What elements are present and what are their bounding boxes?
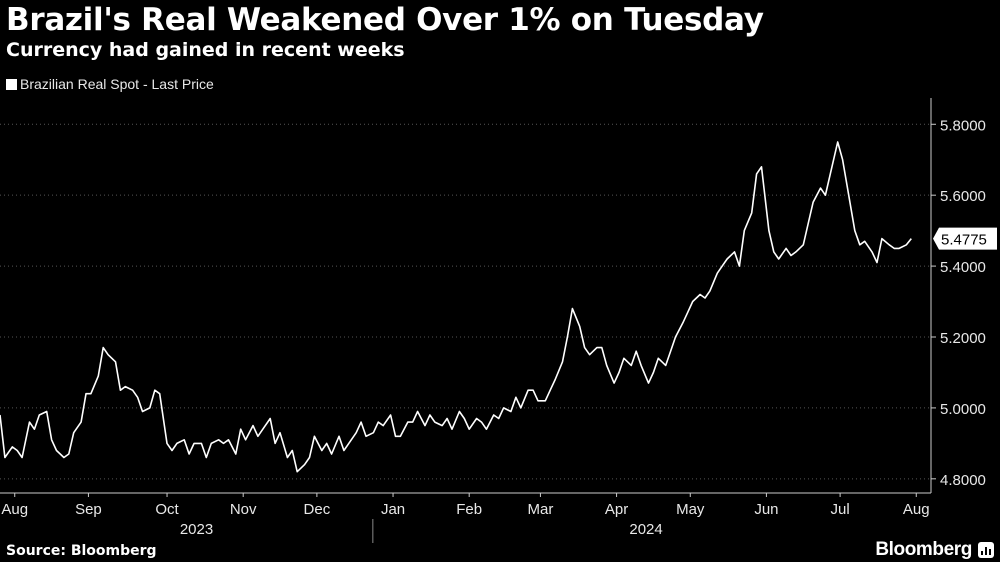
x-tick-label: Jun bbox=[754, 501, 778, 518]
y-tick-label: 5.8000 bbox=[940, 117, 986, 134]
year-label: 2023 bbox=[180, 521, 213, 538]
bloomberg-bar-chart-icon bbox=[978, 542, 994, 558]
last-value-marker: 5.4775 bbox=[933, 227, 997, 250]
legend-label: Brazilian Real Spot - Last Price bbox=[20, 76, 214, 92]
y-tick-label: 4.8000 bbox=[940, 472, 986, 489]
x-tick-label: Sep bbox=[75, 501, 102, 518]
x-tick-label: Feb bbox=[456, 501, 482, 518]
y-tick-label: 5.0000 bbox=[940, 401, 986, 418]
x-tick-label: Aug bbox=[903, 501, 930, 518]
x-tick-label: Aug bbox=[1, 501, 28, 518]
y-tick-label: 5.6000 bbox=[940, 188, 986, 205]
legend-swatch bbox=[6, 78, 17, 90]
x-tick-label: Nov bbox=[230, 501, 257, 518]
x-tick-label: Jan bbox=[381, 501, 405, 518]
x-tick-label: Apr bbox=[605, 501, 628, 518]
series-line bbox=[0, 141, 912, 473]
y-tick-label: 5.4000 bbox=[940, 259, 986, 276]
year-label: 2024 bbox=[629, 521, 662, 538]
last-value-label: 5.4775 bbox=[941, 232, 987, 249]
last-value-badge bbox=[933, 227, 997, 250]
y-tick-label: 5.2000 bbox=[940, 330, 986, 347]
chart-title: Brazil's Real Weakened Over 1% on Tuesda… bbox=[6, 2, 764, 38]
chart-subtitle: Currency had gained in recent weeks bbox=[6, 39, 405, 61]
legend: Brazilian Real Spot - Last Price bbox=[6, 76, 214, 92]
source-note: Source: Bloomberg bbox=[6, 543, 157, 559]
x-tick-label: May bbox=[676, 501, 705, 518]
x-tick-label: Mar bbox=[528, 501, 554, 518]
x-tick-label: Jul bbox=[831, 501, 850, 518]
x-tick-label: Dec bbox=[304, 501, 331, 518]
bloomberg-logo: Bloomberg bbox=[875, 539, 972, 560]
x-tick-label: Oct bbox=[155, 501, 179, 518]
